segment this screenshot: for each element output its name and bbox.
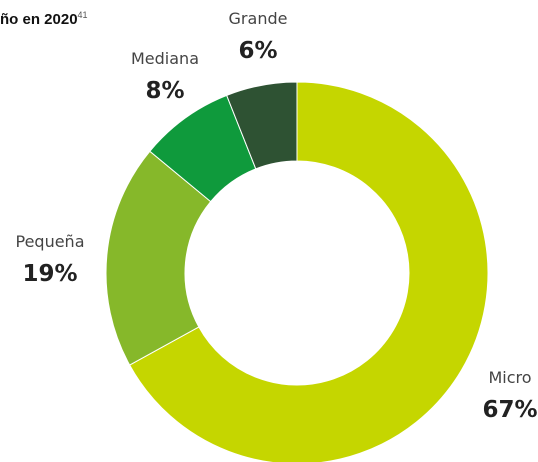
value-micro: 67% — [482, 397, 537, 423]
value-mediana: 8% — [145, 78, 184, 104]
title-footnote-ref: 41 — [77, 10, 88, 20]
label-micro: Micro — [488, 368, 531, 387]
label-pequena: Pequeña — [15, 232, 84, 251]
chart-title-text: ño en 2020 — [0, 11, 78, 28]
value-grande: 6% — [238, 38, 277, 64]
value-pequena: 19% — [22, 261, 77, 287]
slice-micro — [128, 81, 489, 462]
label-grande: Grande — [229, 9, 288, 28]
label-mediana: Mediana — [131, 49, 199, 68]
chart-title: ño en 202041 — [0, 10, 88, 28]
slice-grande — [226, 81, 298, 170]
